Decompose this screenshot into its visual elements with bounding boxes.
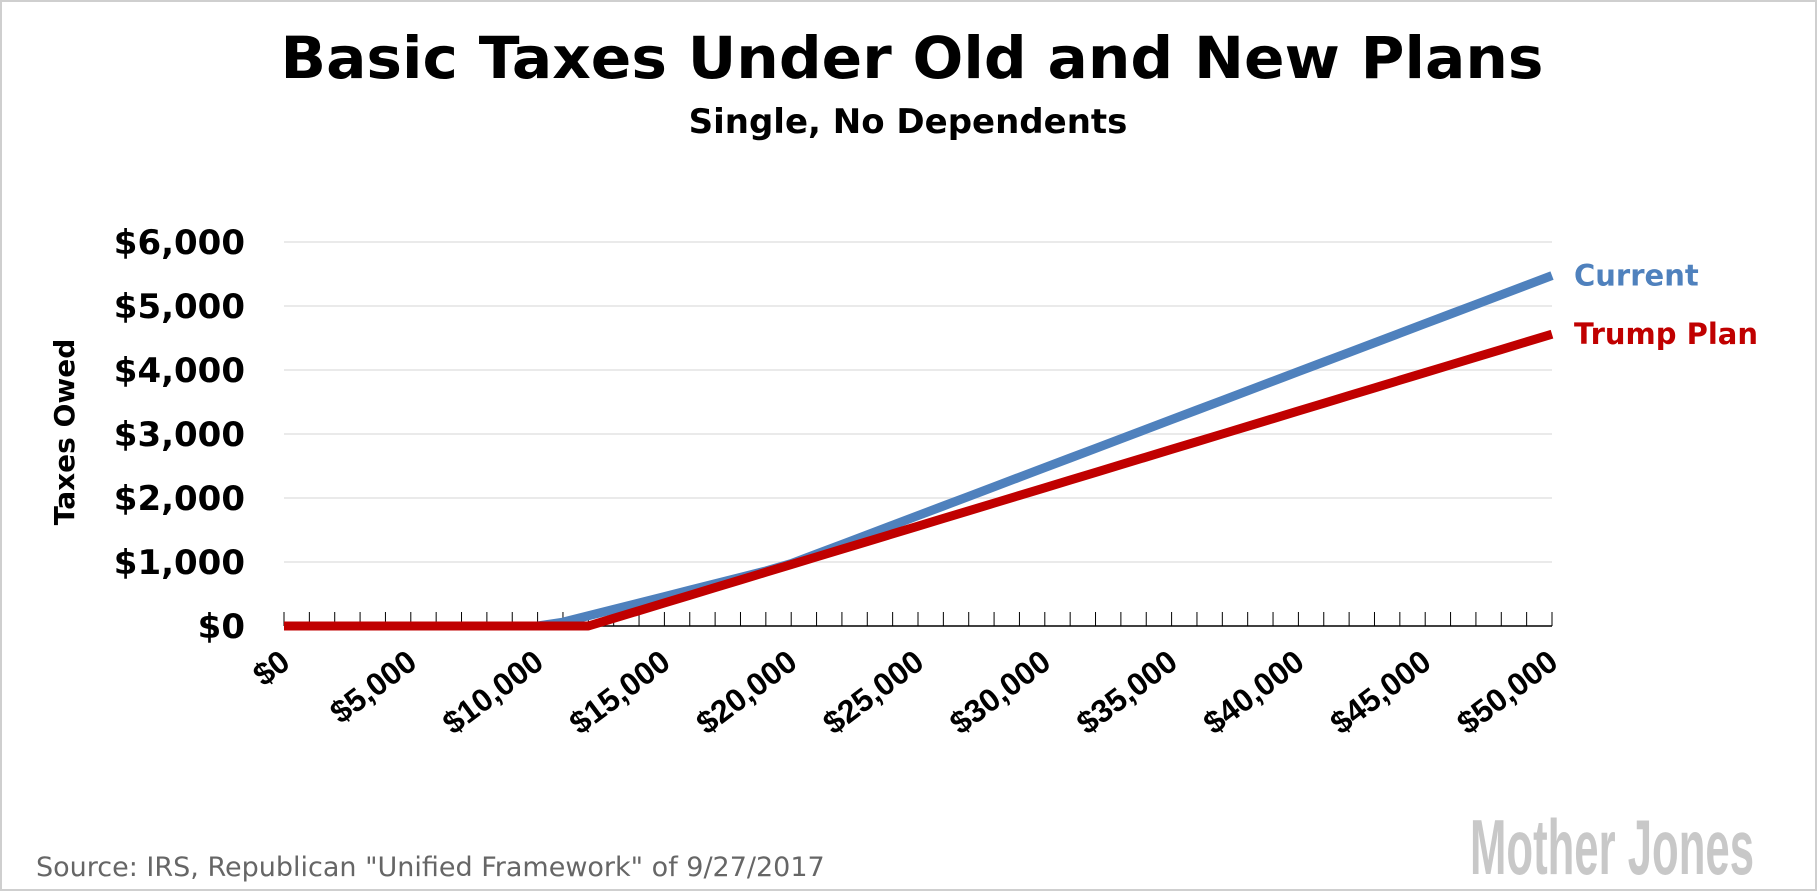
series-line-trump-plan [284, 329, 1554, 631]
x-tick-label: $5,000 [323, 643, 423, 731]
x-tick-label: $25,000 [816, 643, 930, 741]
y-tick-label: $6,000 [114, 223, 245, 263]
source-note: Source: IRS, Republican "Unified Framewo… [36, 852, 825, 883]
x-tick-label: $20,000 [689, 643, 803, 741]
x-tick-label: $0 [246, 643, 296, 693]
gridlines [284, 241, 1552, 563]
series-lines [284, 271, 1554, 631]
mother-jones-logo: Mother Jones [1470, 803, 1754, 889]
x-tick-label: $10,000 [436, 643, 550, 741]
legend-label-current: Current [1574, 259, 1699, 293]
x-tick-label: $35,000 [1070, 643, 1184, 741]
y-tick-label: $1,000 [114, 543, 245, 583]
chart-subtitle: Single, No Dependents [689, 102, 1128, 142]
x-tick-label: $40,000 [1197, 643, 1311, 741]
x-tick-label: $30,000 [943, 643, 1057, 741]
x-tick-label: $45,000 [1323, 643, 1437, 741]
y-axis-label: Taxes Owed [48, 339, 81, 526]
legend-label-trump-plan: Trump Plan [1574, 317, 1758, 351]
series-line-current [284, 271, 1554, 631]
y-tick-label: $0 [198, 607, 245, 647]
chart-title: Basic Taxes Under Old and New Plans [281, 24, 1544, 92]
y-tick-label: $2,000 [114, 479, 245, 519]
y-axis-ticks: $0 $1,000 $2,000 $3,000 $4,000 $5,000 $6,000 [114, 223, 245, 647]
x-axis-ticks: $0 $5,000 $10,000 $15,000 $20,000 $25,000 $30,… [246, 643, 1564, 741]
y-tick-label: $3,000 [114, 415, 245, 455]
x-tick-label: $50,000 [1450, 643, 1564, 741]
x-tick-label: $15,000 [563, 643, 677, 741]
y-tick-label: $5,000 [114, 287, 245, 327]
legend: Current Trump Plan [1574, 259, 1758, 352]
y-tick-label: $4,000 [114, 351, 245, 391]
